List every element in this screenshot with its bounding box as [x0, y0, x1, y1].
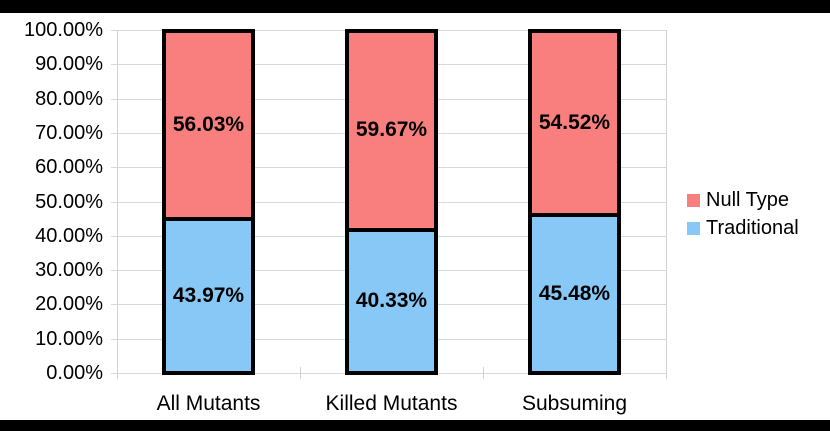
legend-item-traditional: Traditional — [687, 215, 799, 241]
legend-color-swatch — [687, 193, 700, 207]
y-axis-tick-label: 70.00% — [35, 122, 103, 144]
category-tick — [300, 367, 301, 379]
legend-label: Traditional — [706, 217, 799, 239]
data-label: 43.97% — [172, 284, 245, 308]
y-axis-tick-label: 50.00% — [35, 191, 103, 213]
axis-frame-line — [117, 30, 118, 379]
data-label: 59.67% — [355, 118, 428, 142]
segment-traditional: 43.97% — [166, 221, 251, 371]
segment-null-type: 56.03% — [166, 33, 251, 222]
x-axis-category-label: All Mutants — [156, 392, 261, 415]
y-axis-tick-label: 30.00% — [35, 259, 103, 281]
data-label: 45.48% — [538, 281, 611, 305]
axis-frame-line — [666, 30, 667, 379]
segment-null-type: 54.52% — [532, 33, 617, 217]
letterbox-top-bar — [0, 0, 830, 13]
letterbox-bottom-bar — [0, 420, 830, 431]
y-axis-tick-label: 100.00% — [24, 19, 103, 41]
segment-null-type: 59.67% — [349, 33, 434, 232]
y-axis-tick-label: 10.00% — [35, 328, 103, 350]
y-axis-tick-label: 20.00% — [35, 293, 103, 315]
data-label: 54.52% — [538, 110, 611, 134]
legend: Null Type Traditional — [687, 187, 799, 243]
x-axis-category-label: Killed Mutants — [325, 392, 458, 415]
category-tick — [483, 367, 484, 379]
stacked-bar: 59.67% 40.33% — [345, 29, 438, 375]
segment-traditional: 40.33% — [349, 231, 434, 371]
data-label: 40.33% — [355, 289, 428, 313]
stacked-bar: 56.03% 43.97% — [162, 29, 255, 375]
data-label: 56.03% — [172, 113, 245, 137]
segment-traditional: 45.48% — [532, 216, 617, 371]
y-axis-tick-label: 40.00% — [35, 225, 103, 247]
legend-label: Null Type — [706, 189, 790, 211]
legend-color-swatch — [687, 221, 700, 235]
y-axis-tick-label: 90.00% — [35, 53, 103, 75]
legend-item-null-type: Null Type — [687, 187, 799, 213]
x-axis-category-label: Subsuming — [521, 392, 628, 415]
stacked-bar: 54.52% 45.48% — [528, 29, 621, 375]
y-axis-tick-label: 60.00% — [35, 156, 103, 178]
y-axis-tick-label: 80.00% — [35, 88, 103, 110]
y-axis-tick-label: 0.00% — [46, 362, 103, 384]
